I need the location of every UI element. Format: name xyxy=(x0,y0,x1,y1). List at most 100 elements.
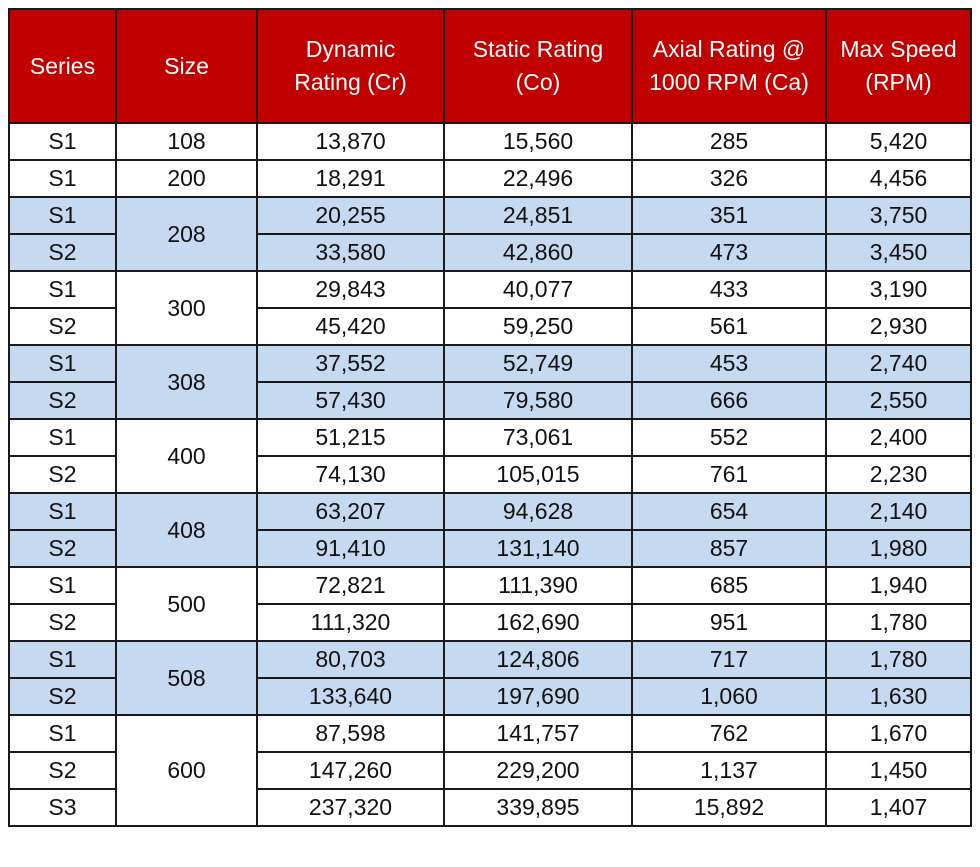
max-speed-cell: 2,930 xyxy=(825,307,972,346)
axial-rating-cell: 552 xyxy=(631,418,827,457)
series-cell: S1 xyxy=(8,122,117,161)
header-line: Series xyxy=(29,52,96,79)
header-line: Size xyxy=(164,52,209,79)
header-line: (Co) xyxy=(515,69,561,95)
header-line: (RPM) xyxy=(865,69,932,95)
dynamic-rating-cell: 147,260 xyxy=(256,751,445,790)
axial-rating-cell: 761 xyxy=(631,455,827,494)
axial-rating-cell: 762 xyxy=(631,714,827,753)
dynamic-rating-cell: 45,420 xyxy=(256,307,445,346)
dynamic-rating-cell: 74,130 xyxy=(256,455,445,494)
max-speed-cell: 1,940 xyxy=(825,566,972,605)
series-cell: S2 xyxy=(8,381,117,420)
max-speed-cell: 3,190 xyxy=(825,270,972,309)
static-rating-cell: 197,690 xyxy=(443,677,633,716)
static-rating-cell: 73,061 xyxy=(443,418,633,457)
size-cell: 308 xyxy=(115,344,258,420)
dynamic-rating-cell: 18,291 xyxy=(256,159,445,198)
static-rating-cell: 94,628 xyxy=(443,492,633,531)
size-cell: 200 xyxy=(115,159,258,198)
max-speed-cell: 2,140 xyxy=(825,492,972,531)
max-speed-cell: 1,980 xyxy=(825,529,972,568)
series-cell: S3 xyxy=(8,788,117,827)
table-row: S2 45,420 59,250 561 2,930 xyxy=(8,307,972,346)
axial-rating-cell: 666 xyxy=(631,381,827,420)
table-body: S1 108 13,870 15,560 285 5,420 S1 200 18,291 22,4… xyxy=(8,122,972,827)
series-cell: S2 xyxy=(8,603,117,642)
static-rating-cell: 52,749 xyxy=(443,344,633,383)
max-speed-cell: 2,550 xyxy=(825,381,972,420)
static-rating-cell: 40,077 xyxy=(443,270,633,309)
max-speed-cell: 1,780 xyxy=(825,640,972,679)
axial-rating-cell: 326 xyxy=(631,159,827,198)
header-line: Dynamic xyxy=(305,36,396,62)
axial-rating-cell: 15,892 xyxy=(631,788,827,827)
dynamic-rating-cell: 13,870 xyxy=(256,122,445,161)
dynamic-rating-cell: 20,255 xyxy=(256,196,445,235)
static-rating-cell: 229,200 xyxy=(443,751,633,790)
table-row: S2 74,130 105,015 761 2,230 xyxy=(8,455,972,494)
dynamic-rating-cell: 33,580 xyxy=(256,233,445,272)
table-row: S1 500 72,821 111,390 685 1,940 xyxy=(8,566,972,642)
static-rating-cell: 59,250 xyxy=(443,307,633,346)
dynamic-rating-cell: 87,598 xyxy=(256,714,445,753)
series-cell: S1 xyxy=(8,566,117,605)
axial-rating-cell: 351 xyxy=(631,196,827,235)
max-speed-cell: 2,230 xyxy=(825,455,972,494)
axial-rating-header: Axial Rating @ 1000 RPM (Ca) xyxy=(631,8,827,124)
static-rating-cell: 124,806 xyxy=(443,640,633,679)
size-cell: 500 xyxy=(115,566,258,642)
series-cell: S2 xyxy=(8,307,117,346)
max-speed-cell: 2,400 xyxy=(825,418,972,457)
series-cell: S2 xyxy=(8,529,117,568)
table-row: S1 408 63,207 94,628 654 2,140 xyxy=(8,492,972,568)
axial-rating-cell: 857 xyxy=(631,529,827,568)
dynamic-rating-cell: 111,320 xyxy=(256,603,445,642)
header-row: Series Size Dynamic Rating (Cr) Static Ratin… xyxy=(8,8,972,124)
series-cell: S1 xyxy=(8,159,117,198)
table-row: S2 33,580 42,860 473 3,450 xyxy=(8,233,972,272)
static-rating-cell: 141,757 xyxy=(443,714,633,753)
table-row: S1 300 29,843 40,077 433 3,190 xyxy=(8,270,972,346)
table-row: S1 308 37,552 52,749 453 2,740 xyxy=(8,344,972,420)
axial-rating-cell: 453 xyxy=(631,344,827,383)
max-speed-cell: 5,420 xyxy=(825,122,972,161)
axial-rating-cell: 717 xyxy=(631,640,827,679)
header-line: Static Rating xyxy=(472,36,604,62)
max-speed-cell: 1,780 xyxy=(825,603,972,642)
dynamic-rating-cell: 37,552 xyxy=(256,344,445,383)
max-speed-cell: 3,750 xyxy=(825,196,972,235)
max-speed-header: Max Speed (RPM) xyxy=(825,8,972,124)
static-rating-cell: 24,851 xyxy=(443,196,633,235)
size-header: Size xyxy=(115,8,258,124)
axial-rating-cell: 285 xyxy=(631,122,827,161)
series-cell: S1 xyxy=(8,196,117,235)
table-row: S2 147,260 229,200 1,137 1,450 xyxy=(8,751,972,790)
bearing-ratings-table: Series Size Dynamic Rating (Cr) Static Ratin… xyxy=(8,8,972,827)
static-rating-cell: 22,496 xyxy=(443,159,633,198)
axial-rating-cell: 1,137 xyxy=(631,751,827,790)
static-rating-cell: 111,390 xyxy=(443,566,633,605)
dynamic-rating-cell: 237,320 xyxy=(256,788,445,827)
size-cell: 300 xyxy=(115,270,258,346)
max-speed-cell: 3,450 xyxy=(825,233,972,272)
static-rating-header: Static Rating (Co) xyxy=(443,8,633,124)
static-rating-cell: 79,580 xyxy=(443,381,633,420)
table-row: S1 208 20,255 24,851 351 3,750 xyxy=(8,196,972,272)
header-line: Axial Rating @ xyxy=(652,36,806,62)
size-cell: 508 xyxy=(115,640,258,716)
static-rating-cell: 15,560 xyxy=(443,122,633,161)
dynamic-rating-cell: 133,640 xyxy=(256,677,445,716)
static-rating-cell: 105,015 xyxy=(443,455,633,494)
header-line: Rating (Cr) xyxy=(294,69,407,95)
static-rating-cell: 42,860 xyxy=(443,233,633,272)
table-row: S1 400 51,215 73,061 552 2,400 xyxy=(8,418,972,494)
table-row: S1 508 80,703 124,806 717 1,780 xyxy=(8,640,972,716)
series-cell: S1 xyxy=(8,270,117,309)
series-cell: S1 xyxy=(8,418,117,457)
axial-rating-cell: 951 xyxy=(631,603,827,642)
axial-rating-cell: 561 xyxy=(631,307,827,346)
dynamic-rating-header: Dynamic Rating (Cr) xyxy=(256,8,445,124)
table-row: S1 600 87,598 141,757 762 1,670 xyxy=(8,714,972,827)
header-line: Max Speed xyxy=(840,36,957,62)
